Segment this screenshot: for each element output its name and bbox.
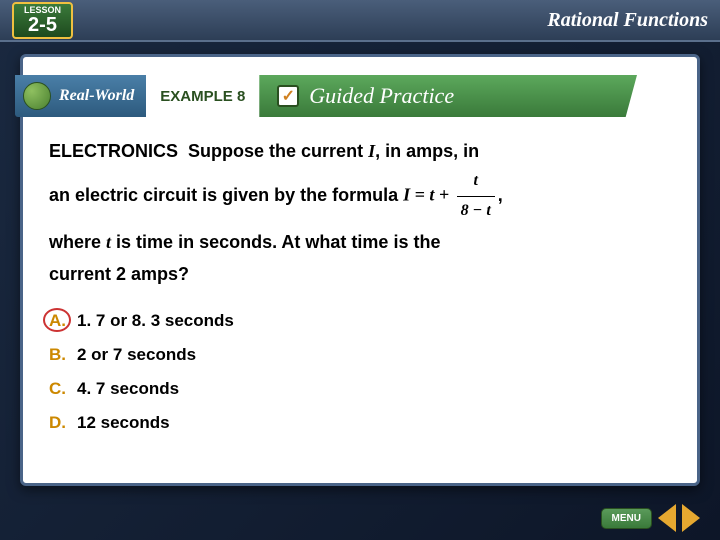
bottom-nav: MENU [601,504,700,532]
problem-line3a: where [49,232,106,252]
formula-lhs: I = t + [403,185,454,205]
slide: LESSON 2-5 Rational Functions Real-World… [0,0,720,540]
problem-topic: ELECTRONICS [49,141,178,161]
banner-right-text: Guided Practice [309,83,454,109]
problem-line1b: , in amps, in [375,141,479,161]
problem-line2: an electric circuit is given by the form… [49,185,403,205]
body-content: ELECTRONICS Suppose the current I, in am… [23,57,697,467]
banner-left: Real-World [15,75,146,117]
answer-text: 4. 7 seconds [77,379,179,399]
check-icon: ✓ [277,85,299,107]
banner-left-text: Real-World [59,87,134,105]
answer-text: 1. 7 or 8. 3 seconds [77,311,234,331]
menu-button[interactable]: MENU [601,508,652,529]
answer-text: 12 seconds [77,413,170,433]
answer-option[interactable]: C. 4. 7 seconds [49,379,671,399]
answer-letter: D. [49,413,77,433]
answer-letter: C. [49,379,77,399]
formula: I = t + t8 − t [403,167,498,226]
banner: Real-World EXAMPLE 8 ✓ Guided Practice [15,75,637,117]
frac-den: 8 − t [457,197,495,226]
answer-list: A. 1. 7 or 8. 3 seconds B. 2 or 7 second… [49,311,671,433]
top-bar: LESSON 2-5 Rational Functions [0,0,720,42]
answer-option[interactable]: A. 1. 7 or 8. 3 seconds [49,311,671,331]
prev-arrow-icon[interactable] [658,504,676,532]
problem-line1a: Suppose the current [188,141,368,161]
header-title: Rational Functions [547,9,708,32]
globe-icon [23,82,51,110]
fraction: t8 − t [457,167,495,226]
answer-option[interactable]: B. 2 or 7 seconds [49,345,671,365]
problem-text: ELECTRONICS Suppose the current I, in am… [49,135,671,291]
selected-ring-icon [43,308,71,332]
answer-letter: A. [49,311,77,331]
answer-option[interactable]: D. 12 seconds [49,413,671,433]
problem-line4: current 2 amps? [49,264,189,284]
formula-comma: , [498,185,503,205]
lesson-badge: LESSON 2-5 [12,2,73,39]
answer-text: 2 or 7 seconds [77,345,196,365]
problem-line3b: is time in seconds. At what time is the [111,232,440,252]
frac-num: t [457,167,495,197]
answer-letter: B. [49,345,77,365]
example-label: EXAMPLE 8 [146,75,259,117]
next-arrow-icon[interactable] [682,504,700,532]
banner-right: ✓ Guided Practice [259,75,637,117]
lesson-number: 2-5 [28,15,57,35]
content-frame: Real-World EXAMPLE 8 ✓ Guided Practice E… [20,54,700,486]
